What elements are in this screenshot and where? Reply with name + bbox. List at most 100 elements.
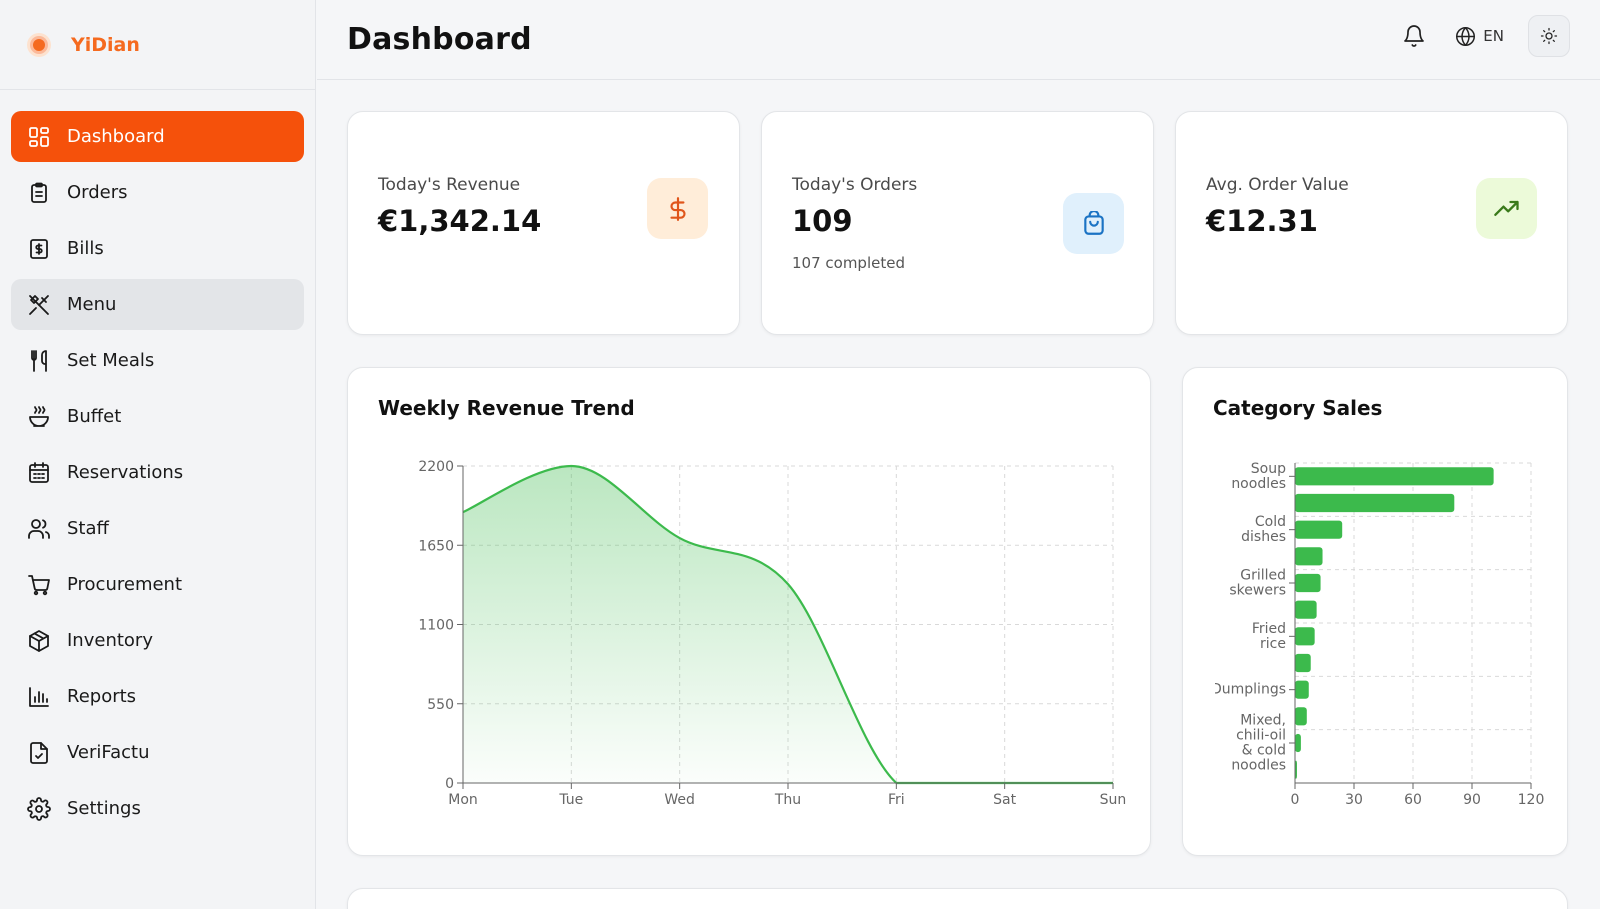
sidebar-item-bills[interactable]: Bills bbox=[11, 223, 304, 274]
sidebar-item-inventory[interactable]: Inventory bbox=[11, 615, 304, 666]
category-label: Grilled skewers bbox=[1229, 568, 1286, 599]
soup-bowl-icon bbox=[27, 405, 51, 429]
stat-card-revenue: Today's Revenue €1,342.14 bbox=[347, 111, 740, 335]
language-label: EN bbox=[1483, 27, 1504, 45]
x-tick-label: Wed bbox=[664, 792, 695, 808]
sidebar-item-settings[interactable]: Settings bbox=[11, 783, 304, 834]
users-icon bbox=[27, 517, 51, 541]
gear-icon bbox=[27, 796, 51, 821]
x-tick-label: Thu bbox=[774, 792, 801, 808]
sidebar-item-label: VeriFactu bbox=[67, 742, 150, 763]
stat-card-avg-order: Avg. Order Value €12.31 bbox=[1175, 111, 1568, 335]
stat-value: 109 bbox=[792, 204, 853, 238]
shopping-cart-icon bbox=[27, 573, 51, 597]
x-tick-label: Sun bbox=[1100, 792, 1127, 808]
y-tick-label: 0 bbox=[445, 776, 454, 792]
x-tick-label: 60 bbox=[1404, 792, 1422, 808]
category-sales-chart: 0 30 60 90 120 Soup noodles Cold dishes Grilled sk… bbox=[1211, 461, 1544, 808]
sidebar-item-buffet[interactable]: Buffet bbox=[11, 391, 304, 442]
file-check-icon bbox=[27, 741, 51, 765]
sidebar-item-label: Staff bbox=[67, 518, 109, 539]
sidebar-nav: Dashboard Orders Bills Menu Set Meals Bu… bbox=[0, 90, 315, 834]
category-bar bbox=[1295, 467, 1494, 486]
category-bar bbox=[1295, 600, 1317, 619]
chart-title: Weekly Revenue Trend bbox=[378, 396, 635, 420]
stat-label: Today's Revenue bbox=[378, 175, 521, 195]
top-actions: EN bbox=[1399, 15, 1570, 57]
x-tick-label: 90 bbox=[1463, 792, 1481, 808]
dollar-icon bbox=[647, 178, 708, 239]
sidebar-item-dashboard[interactable]: Dashboard bbox=[11, 111, 304, 162]
stat-card-orders: Today's Orders 109 107 completed bbox=[761, 111, 1154, 335]
sidebar-item-label: Reports bbox=[67, 686, 137, 707]
sidebar: YiDian Dashboard Orders Bills Menu Set M… bbox=[0, 0, 316, 909]
sidebar-item-label: Buffet bbox=[67, 406, 122, 427]
globe-icon bbox=[1456, 26, 1476, 46]
sidebar-item-label: Dashboard bbox=[67, 126, 165, 147]
sidebar-item-staff[interactable]: Staff bbox=[11, 503, 304, 554]
sidebar-item-procurement[interactable]: Procurement bbox=[11, 559, 304, 610]
bar-chart-icon bbox=[27, 685, 51, 709]
brand[interactable]: YiDian bbox=[0, 0, 315, 90]
sidebar-item-label: Procurement bbox=[67, 574, 183, 595]
x-tick-label: 0 bbox=[1291, 792, 1300, 808]
category-bar bbox=[1295, 707, 1307, 726]
package-icon bbox=[27, 629, 51, 653]
chart-title: Category Sales bbox=[1213, 396, 1383, 420]
sidebar-item-menu[interactable]: Menu bbox=[11, 279, 304, 330]
y-tick-label: 1650 bbox=[418, 538, 454, 554]
stat-value: €1,342.14 bbox=[378, 204, 542, 238]
x-tick-label: Sat bbox=[993, 792, 1016, 808]
category-sales-card: Category Sales 0 30 60 90 120 Soup noodles Cold… bbox=[1182, 367, 1568, 856]
sidebar-item-label: Reservations bbox=[67, 462, 184, 483]
bell-icon bbox=[1404, 25, 1425, 47]
x-tick-label: Fri bbox=[888, 792, 905, 808]
y-tick-label: 550 bbox=[427, 697, 454, 713]
shopping-bag-icon bbox=[1063, 193, 1124, 254]
theme-toggle-button[interactable] bbox=[1528, 15, 1570, 57]
sidebar-item-label: Menu bbox=[67, 294, 117, 315]
sidebar-item-set-meals[interactable]: Set Meals bbox=[11, 335, 304, 386]
trending-up-icon bbox=[1476, 178, 1537, 239]
x-tick-label: Tue bbox=[558, 792, 583, 808]
category-label: Soup noodles bbox=[1231, 461, 1286, 492]
page-title: Dashboard bbox=[347, 22, 532, 57]
language-selector[interactable]: EN bbox=[1455, 26, 1504, 47]
dashboard-grid-icon bbox=[27, 125, 51, 149]
utensils-icon bbox=[27, 349, 51, 373]
category-bar bbox=[1295, 520, 1343, 539]
stat-subtext: 107 completed bbox=[792, 254, 905, 272]
revenue-area bbox=[463, 466, 1113, 783]
category-bar bbox=[1295, 680, 1309, 699]
stat-label: Today's Orders bbox=[792, 175, 918, 195]
category-label: Cold dishes bbox=[1241, 514, 1286, 545]
sidebar-item-label: Inventory bbox=[67, 630, 153, 651]
category-bar bbox=[1295, 733, 1301, 753]
sidebar-item-orders[interactable]: Orders bbox=[11, 167, 304, 218]
bottom-card bbox=[347, 888, 1568, 909]
category-label: Fried rice bbox=[1252, 621, 1286, 652]
notifications-button[interactable] bbox=[1399, 21, 1429, 51]
weekly-revenue-card: Weekly Revenue Trend 0 550 1100 1650 2200 Mon… bbox=[347, 367, 1151, 856]
sidebar-item-label: Set Meals bbox=[67, 350, 155, 371]
y-tick-label: 2200 bbox=[418, 459, 454, 475]
weekly-revenue-chart: 0 550 1100 1650 2200 Mon Tue Wed Thu Fri Sat Sun bbox=[418, 459, 1127, 808]
sidebar-item-verifactu[interactable]: VeriFactu bbox=[11, 727, 304, 778]
receipt-dollar-icon bbox=[27, 237, 51, 261]
brand-name: YiDian bbox=[71, 33, 140, 56]
sidebar-item-label: Orders bbox=[67, 182, 128, 203]
category-bar bbox=[1295, 653, 1311, 673]
category-label: Dumplings bbox=[1211, 682, 1286, 698]
category-bar bbox=[1295, 573, 1321, 593]
topbar: Dashboard EN bbox=[317, 0, 1600, 80]
x-tick-label: 30 bbox=[1345, 792, 1363, 808]
calendar-icon bbox=[27, 461, 51, 485]
y-tick-label: 1100 bbox=[418, 618, 454, 634]
category-label: Mixed, chili-oil & cold noodles bbox=[1231, 713, 1286, 774]
sidebar-item-reports[interactable]: Reports bbox=[11, 671, 304, 722]
sidebar-item-reservations[interactable]: Reservations bbox=[11, 447, 304, 498]
stat-label: Avg. Order Value bbox=[1206, 175, 1349, 195]
clipboard-icon bbox=[27, 181, 51, 205]
utensils-crossed-icon bbox=[27, 293, 51, 317]
sidebar-item-label: Settings bbox=[67, 798, 141, 819]
